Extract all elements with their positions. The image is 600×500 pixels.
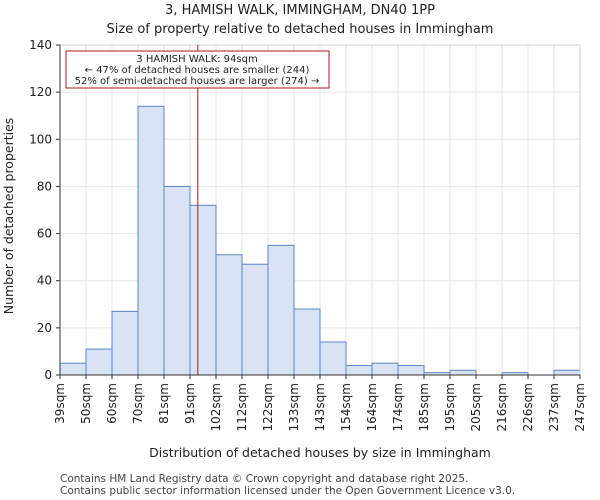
x-tick-label: 39sqm [53, 383, 67, 424]
annotation-line-2: ← 47% of detached houses are smaller (24… [85, 65, 310, 76]
bar [59, 362, 87, 376]
y-tick-label: 140 [29, 38, 52, 52]
x-tick-label: 205sqm [469, 383, 483, 431]
bar [111, 310, 139, 376]
bar [215, 254, 243, 376]
footer-licence: Contains public sector information licen… [60, 485, 516, 497]
bar [293, 308, 321, 376]
x-tick-label: 112sqm [235, 383, 249, 431]
bar [137, 105, 165, 376]
bar [345, 365, 373, 376]
bar [189, 204, 217, 376]
y-tick-label: 120 [29, 85, 52, 99]
annotation-border [65, 50, 330, 89]
y-tick-label: 0 [44, 368, 52, 382]
x-tick-label: 195sqm [443, 383, 457, 431]
x-tick-label: 237sqm [547, 383, 561, 431]
x-tick-label: 154sqm [339, 383, 353, 431]
y-tick-label: 100 [29, 132, 52, 146]
bar [397, 365, 425, 376]
axes: 0 20 40 60 80 100 120 140 39sqm 50sqm 60sqm 70sqm 81… [29, 38, 587, 431]
x-tick-label: 50sqm [79, 383, 93, 424]
chart-title: 3, HAMISH WALK, IMMINGHAM, DN40 1PP [165, 3, 435, 18]
bar [553, 369, 581, 376]
annotation-line-3: 52% of semi-detached houses are larger (… [75, 76, 320, 87]
x-tick-label: 60sqm [105, 383, 119, 424]
y-tick-label: 60 [37, 227, 52, 241]
x-tick-label: 91sqm [183, 383, 197, 424]
annotation-line-1: 3 HAMISH WALK: 94sqm [136, 54, 257, 65]
x-axis-label: Distribution of detached houses by size … [149, 445, 491, 460]
x-tick-label: 143sqm [313, 383, 327, 431]
x-tick-label: 122sqm [261, 383, 275, 431]
y-tick-label: 80 [37, 179, 52, 193]
bar [163, 185, 191, 376]
y-axis-label: Number of detached properties [1, 118, 16, 315]
bars [59, 105, 581, 376]
x-tick-label: 70sqm [131, 383, 145, 424]
x-tick-label: 102sqm [209, 383, 223, 431]
chart-subtitle: Size of property relative to detached ho… [107, 22, 494, 37]
x-tick-label: 81sqm [157, 383, 171, 424]
annotation-box: 3 HAMISH WALK: 94sqm ← 47% of detached h… [65, 50, 330, 89]
x-tick-label: 226sqm [521, 383, 535, 431]
bar [241, 263, 269, 376]
footer-copyright: Contains HM Land Registry data © Crown c… [60, 473, 469, 485]
x-tick-label: 164sqm [365, 383, 379, 431]
bar [371, 362, 399, 376]
bar [267, 244, 295, 376]
bar [319, 341, 347, 376]
bar [85, 348, 113, 376]
x-tick-label: 133sqm [287, 383, 301, 431]
bar [449, 369, 477, 376]
x-tick-label: 216sqm [495, 383, 509, 431]
x-tick-label: 247sqm [573, 383, 587, 431]
x-tick-label: 185sqm [417, 383, 431, 431]
x-tick-label: 174sqm [391, 383, 405, 431]
y-tick-label: 40 [37, 274, 52, 288]
y-tick-label: 20 [37, 321, 52, 335]
